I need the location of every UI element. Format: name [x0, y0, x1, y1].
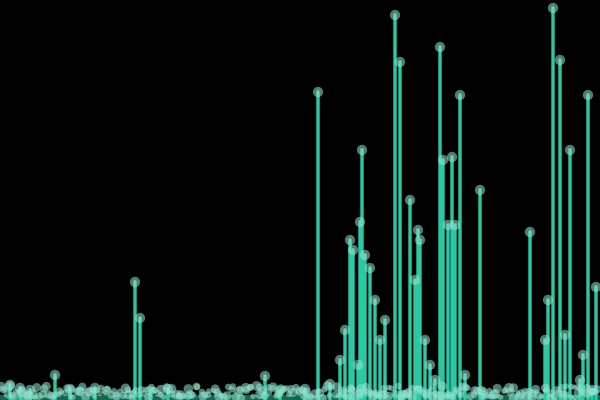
- data-point-marker-10[interactable]: [260, 371, 270, 381]
- data-point-marker-32[interactable]: [413, 225, 423, 235]
- data-point-marker-53[interactable]: [565, 145, 575, 155]
- baseline-texture-dot-246: [564, 383, 570, 389]
- baseline-texture-dot-84: [189, 392, 196, 399]
- data-point-marker-51[interactable]: [555, 55, 565, 65]
- data-point-marker-15[interactable]: [335, 355, 345, 365]
- data-point-marker-18[interactable]: [348, 245, 358, 255]
- baseline-texture-dot-43: [97, 391, 103, 397]
- data-point-marker-31[interactable]: [410, 275, 420, 285]
- data-point-marker-57[interactable]: [583, 90, 593, 100]
- baseline-texture-dot-191: [437, 381, 447, 391]
- data-point-marker-7[interactable]: [135, 313, 145, 323]
- data-point-marker-3[interactable]: [50, 370, 60, 380]
- data-point-marker-42[interactable]: [455, 90, 465, 100]
- data-point-marker-55[interactable]: [575, 375, 585, 385]
- data-point-marker-37[interactable]: [435, 42, 445, 52]
- data-point-marker-30[interactable]: [405, 195, 415, 205]
- data-point-marker-27[interactable]: [390, 10, 400, 20]
- data-point-marker-52[interactable]: [560, 330, 570, 340]
- baseline-texture-dot-16: [32, 383, 41, 392]
- baseline-texture-dot-216: [493, 384, 502, 393]
- data-point-marker-33[interactable]: [415, 235, 425, 245]
- baseline-texture-dot-143: [327, 392, 333, 398]
- data-point-marker-16[interactable]: [340, 325, 350, 335]
- data-point-marker-22[interactable]: [360, 250, 370, 260]
- data-point-marker-35[interactable]: [425, 360, 435, 370]
- data-point-marker-47[interactable]: [540, 335, 550, 345]
- data-point-marker-20[interactable]: [355, 217, 365, 227]
- data-point-marker-26[interactable]: [380, 315, 390, 325]
- baseline-texture-dot-172: [395, 383, 402, 390]
- baseline-texture-dot-4: [5, 381, 15, 391]
- data-point-marker-48[interactable]: [543, 295, 553, 305]
- data-point-marker-24[interactable]: [370, 295, 380, 305]
- data-point-marker-40[interactable]: [447, 152, 457, 162]
- data-point-marker-13[interactable]: [313, 87, 323, 97]
- chart-container: [0, 0, 600, 400]
- baseline-texture-dot-235: [539, 394, 545, 400]
- data-point-marker-56[interactable]: [578, 350, 588, 360]
- data-point-marker-19[interactable]: [353, 360, 363, 370]
- data-point-marker-46[interactable]: [525, 227, 535, 237]
- data-point-marker-25[interactable]: [375, 335, 385, 345]
- data-point-marker-21[interactable]: [357, 145, 367, 155]
- data-point-marker-43[interactable]: [460, 370, 470, 380]
- baseline-texture-dot-41: [91, 393, 97, 399]
- baseline-texture-dot-110: [250, 394, 256, 400]
- data-point-marker-38[interactable]: [438, 155, 448, 165]
- needle-plot-svg: [0, 0, 600, 400]
- baseline-texture-dot-86: [194, 384, 201, 391]
- data-point-marker-49[interactable]: [548, 3, 558, 13]
- data-point-marker-41[interactable]: [450, 220, 460, 230]
- chart-background: [0, 0, 600, 400]
- data-point-marker-6[interactable]: [130, 277, 140, 287]
- baseline-texture-dot-187: [430, 384, 436, 390]
- baseline-texture-dot-119: [270, 385, 276, 391]
- baseline-texture-dot-32: [70, 394, 76, 400]
- data-point-marker-44[interactable]: [475, 185, 485, 195]
- data-point-marker-23[interactable]: [365, 263, 375, 273]
- data-point-marker-34[interactable]: [420, 335, 430, 345]
- baseline-texture-dot-71: [160, 393, 166, 399]
- baseline-texture-dot-217: [498, 394, 504, 400]
- data-point-marker-28[interactable]: [395, 57, 405, 67]
- data-point-marker-17[interactable]: [345, 235, 355, 245]
- baseline-texture-dot-20: [42, 382, 51, 391]
- baseline-texture-dot-203: [465, 385, 471, 391]
- baseline-texture-dot-247: [569, 394, 574, 399]
